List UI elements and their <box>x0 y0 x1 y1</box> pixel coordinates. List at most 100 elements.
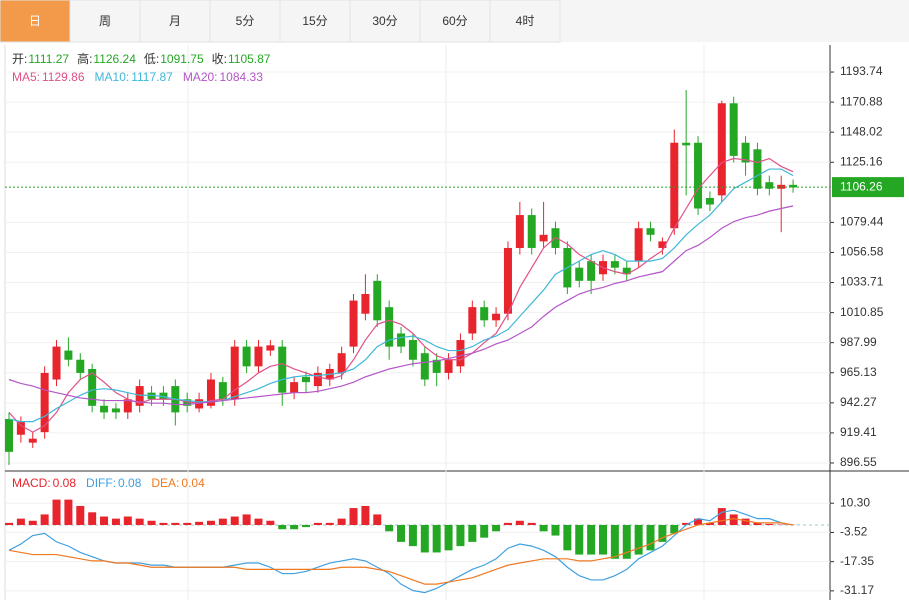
legend-key: MA5: <box>12 70 40 84</box>
tab-label[interactable]: 日 <box>29 14 41 28</box>
ohlc-value: 1105.87 <box>228 52 271 66</box>
macd-bar <box>338 519 346 525</box>
legend-key: MA10: <box>95 70 130 84</box>
candle-body <box>231 347 239 400</box>
candle-body <box>670 143 678 228</box>
legend-key: MACD: <box>12 476 51 490</box>
legend-key: MA20: <box>183 70 218 84</box>
macd-bar <box>409 525 417 546</box>
candle-body <box>266 345 274 350</box>
macd-bar <box>195 522 203 525</box>
macd-bar <box>266 521 274 525</box>
candle-body <box>254 347 262 367</box>
tab-label[interactable]: 周 <box>99 14 111 28</box>
macd-bar <box>41 514 49 525</box>
ma-line <box>9 206 793 405</box>
macd-bar <box>314 523 322 525</box>
macd-bar <box>718 508 726 525</box>
candle-body <box>540 235 548 242</box>
legend-value: 1084.33 <box>220 70 264 84</box>
macd-bar <box>504 523 512 525</box>
y-tick-label: 919.41 <box>840 425 877 439</box>
candle-body <box>492 314 500 321</box>
tab-label[interactable]: 4时 <box>516 14 535 28</box>
tab-label[interactable]: 月 <box>169 14 181 28</box>
macd-bar <box>278 525 286 529</box>
macd-bar <box>611 525 619 559</box>
macd-bar <box>563 525 571 550</box>
legend-key: DEA: <box>151 476 179 490</box>
macd-bar <box>207 521 215 525</box>
candle-body <box>456 340 464 366</box>
macd-bar <box>647 525 655 550</box>
tab-label[interactable]: 15分 <box>302 14 327 28</box>
macd-bar <box>112 519 120 525</box>
macd-bar <box>183 523 191 525</box>
candle-body <box>397 333 405 346</box>
y2-tick-label: -17.35 <box>840 554 874 568</box>
y-tick-label: 1010.85 <box>840 305 884 319</box>
y-tick-label: 896.55 <box>840 455 877 469</box>
macd-bar <box>421 525 429 552</box>
macd-bar <box>326 523 334 525</box>
legend-key: DIFF: <box>86 476 116 490</box>
macd-bar <box>302 525 310 527</box>
y-tick-label: 965.13 <box>840 365 877 379</box>
candle-body <box>373 281 381 320</box>
macd-bar <box>159 523 167 525</box>
macd-bar <box>385 525 393 531</box>
macd-bar <box>575 525 583 555</box>
macd-bar <box>53 500 61 525</box>
macd-bar <box>480 525 488 538</box>
candle-body <box>76 360 84 373</box>
y2-tick-label: -3.52 <box>840 525 868 539</box>
ohlc-value: 1111.27 <box>28 52 69 66</box>
ohlc-value: 1126.24 <box>93 52 136 66</box>
candle-body <box>706 198 714 205</box>
macd-bar <box>76 506 84 525</box>
macd-bar <box>100 517 108 525</box>
candle-body <box>243 347 251 367</box>
y-tick-label: 1193.74 <box>840 64 883 78</box>
macd-bar <box>587 525 595 555</box>
tab-label[interactable]: 30分 <box>372 14 397 28</box>
candle-body <box>278 347 286 393</box>
tab-label[interactable]: 60分 <box>442 14 467 28</box>
y2-tick-label: -31.17 <box>840 583 874 597</box>
candle-body <box>350 301 358 347</box>
macd-bar <box>433 525 441 552</box>
ohlc-key: 高: <box>77 51 92 66</box>
candle-body <box>635 228 643 261</box>
candle-body <box>682 143 690 146</box>
macd-bar <box>765 524 773 525</box>
y-tick-label: 1033.71 <box>840 275 884 289</box>
tab-label[interactable]: 5分 <box>236 14 255 28</box>
macd-bar <box>171 523 179 525</box>
candle-body <box>409 340 417 360</box>
candle-body <box>730 103 738 156</box>
macd-bar <box>373 514 381 525</box>
macd-bar <box>124 517 132 525</box>
macd-bar <box>551 525 559 536</box>
candle-body <box>480 307 488 320</box>
macd-bar <box>231 517 239 525</box>
macd-bar <box>64 500 72 525</box>
y-tick-label: 942.27 <box>840 395 877 409</box>
macd-bar <box>136 519 144 525</box>
candle-body <box>765 182 773 189</box>
legend-value: 1117.87 <box>131 70 173 84</box>
macd-bar <box>88 512 96 525</box>
candle-body <box>575 268 583 281</box>
ohlc-key: 收: <box>212 52 227 66</box>
candle-body <box>647 228 655 235</box>
macd-bar <box>456 525 464 546</box>
candle-body <box>290 382 298 393</box>
macd-bar <box>599 525 607 555</box>
candle-body <box>611 261 619 268</box>
macd-bar <box>29 521 37 525</box>
ohlc-key: 开: <box>12 52 27 66</box>
candle-body <box>17 422 25 435</box>
candle-body <box>112 408 120 412</box>
macd-bar <box>361 506 369 525</box>
candle-body <box>421 353 429 379</box>
